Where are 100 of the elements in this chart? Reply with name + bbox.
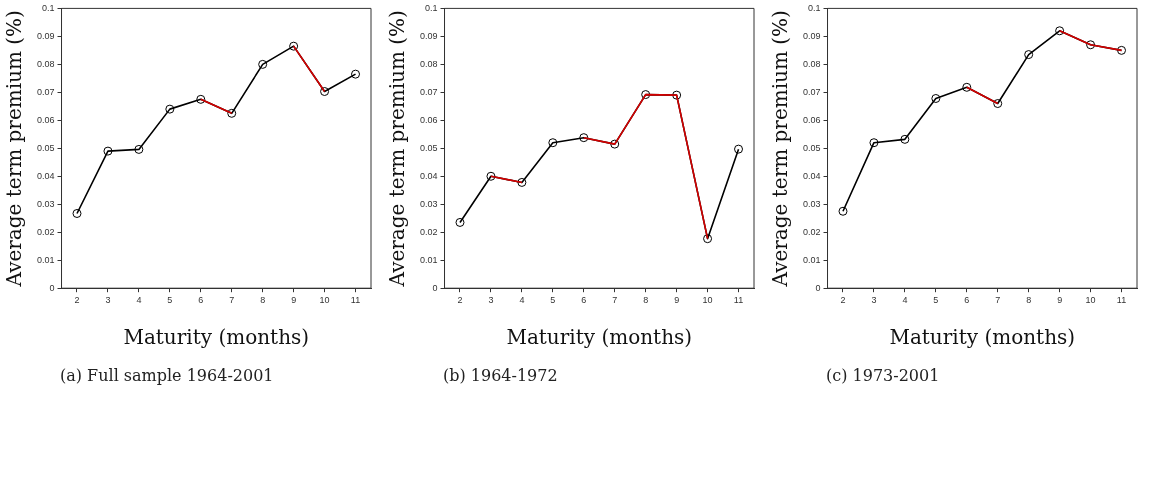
point (258, 59, 268, 69)
y-tick-label: 0.01 (36, 254, 55, 265)
x-tick-label: 2 (840, 295, 846, 306)
x-axis-title: Maturity (months) (889, 325, 1076, 350)
y-tick-label: 0.03 (802, 198, 821, 209)
x-tick-label: 8 (1026, 295, 1032, 306)
point (455, 217, 465, 227)
x-tick-label: 5 (550, 295, 556, 306)
x-tick-label: 9 (674, 295, 680, 306)
point (289, 41, 299, 51)
y-tick-label: 0.09 (419, 30, 438, 41)
text: (a) Full sample 1964-2001 (60, 366, 274, 385)
point (517, 177, 527, 187)
point (610, 139, 620, 149)
x-tick-label: 8 (643, 295, 649, 306)
point (1055, 26, 1065, 36)
y-tick-label: 0.05 (36, 142, 55, 153)
y-axis-title: Average term premium (%) (768, 10, 793, 288)
y-tick-label: 0.03 (419, 198, 438, 209)
x-axis-title: Maturity (months) (506, 325, 693, 350)
text: (c) 1973-2001 (826, 366, 940, 385)
x-tick-label: 3 (488, 295, 494, 306)
x-tick-label: 6 (581, 295, 587, 306)
x-tick-label: 9 (291, 295, 297, 306)
point (165, 104, 175, 114)
point (196, 94, 206, 104)
y-tick-label: 0.06 (419, 114, 438, 125)
y-axis-title: Average term premium (%) (385, 10, 410, 288)
x-tick-label: 11 (733, 295, 744, 306)
point (641, 90, 651, 100)
x-tick-label: 4 (136, 295, 142, 306)
y-tick-label: 0.01 (419, 254, 438, 265)
y-tick-label: 0.06 (36, 114, 55, 125)
y-tick-label: 0.02 (802, 226, 821, 237)
point (579, 133, 589, 143)
y-tick-label: 0.09 (36, 30, 55, 41)
x-tick-label: 7 (995, 295, 1001, 306)
point (993, 99, 1003, 109)
point (931, 94, 941, 103)
y-axis-title: Average term premium (%) (2, 10, 27, 288)
y-tick-label: 0.05 (802, 142, 821, 153)
x-tick-label: 4 (519, 295, 525, 306)
x-tick-label: 3 (871, 295, 877, 306)
y-tick-label: 0.01 (802, 254, 821, 265)
y-tick-label: 0.04 (36, 170, 55, 181)
x-tick-label: 10 (702, 295, 713, 306)
y-tick-label: 0.1 (42, 2, 55, 13)
y-tick-label: 0.04 (802, 170, 821, 181)
y-tick-label: 0.02 (36, 226, 55, 237)
y-tick-label: 0 (432, 282, 438, 293)
point (103, 146, 113, 156)
point (1117, 45, 1127, 55)
x-tick-label: 6 (198, 295, 204, 306)
point (734, 144, 744, 154)
x-tick-label: 11 (350, 295, 361, 306)
x-tick-label: 9 (1057, 295, 1063, 306)
x-tick-label: 5 (933, 295, 939, 306)
x-tick-label: 5 (167, 295, 173, 306)
x-tick-label: 4 (902, 295, 908, 306)
point (351, 69, 361, 79)
x-tick-label: 2 (457, 295, 463, 306)
y-tick-label: 0.09 (802, 30, 821, 41)
x-tick-label: 8 (260, 295, 266, 306)
y-tick-label: 0.07 (419, 86, 438, 97)
y-tick-label: 0.1 (808, 2, 821, 13)
point (672, 90, 682, 100)
y-tick-label: 0.1 (425, 2, 438, 13)
x-tick-label: 3 (105, 295, 111, 306)
point (1086, 40, 1096, 50)
point (134, 144, 144, 154)
point (962, 82, 972, 92)
y-tick-label: 0.07 (36, 86, 55, 97)
x-tick-label: 7 (612, 295, 618, 306)
point (869, 138, 879, 148)
point (1024, 50, 1034, 60)
y-tick-label: 0 (49, 282, 55, 293)
x-tick-label: 2 (74, 295, 80, 306)
point (486, 171, 496, 181)
x-tick-label: 6 (964, 295, 970, 306)
y-tick-label: 0.04 (419, 170, 438, 181)
x-tick-label: 10 (319, 295, 330, 306)
text: (b) 1964-1972 (443, 366, 558, 385)
y-tick-label: 0.08 (802, 58, 821, 69)
point (838, 206, 848, 216)
y-tick-label: 0.08 (419, 58, 438, 69)
point (72, 208, 82, 218)
x-tick-label: 7 (229, 295, 235, 306)
y-tick-label: 0.07 (802, 86, 821, 97)
x-tick-label: 11 (1116, 295, 1127, 306)
point (227, 108, 237, 118)
point (548, 138, 558, 148)
y-tick-label: 0.06 (802, 114, 821, 125)
y-tick-label: 0.03 (36, 198, 55, 209)
x-tick-label: 10 (1085, 295, 1096, 306)
x-axis-title: Maturity (months) (123, 325, 310, 350)
point (900, 134, 910, 144)
point (703, 234, 713, 244)
point (320, 87, 330, 96)
y-tick-label: 0 (815, 282, 821, 293)
y-tick-label: 0.02 (419, 226, 438, 237)
